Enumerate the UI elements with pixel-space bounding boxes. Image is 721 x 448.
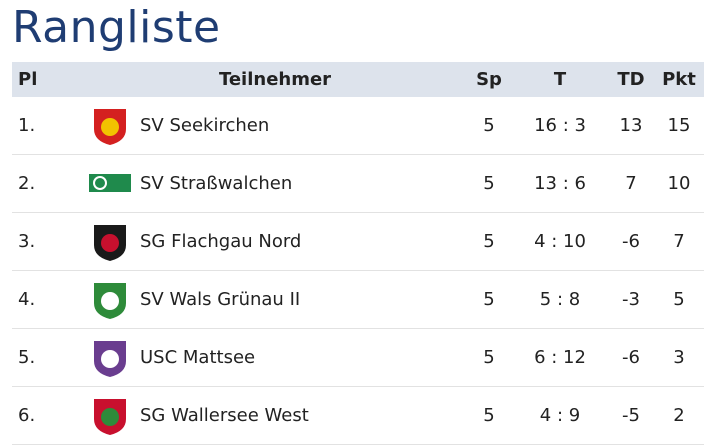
table-row: 1. SV Seekirchen 5 16 : 3 13 15 (12, 97, 704, 155)
table-cell: 6. (18, 405, 36, 426)
standings-table: Pl Teilnehmer Sp T TD Pkt 1. SV Seekirche… (12, 62, 704, 445)
table-row: 5. USC Mattsee 5 6 : 12 -6 3 (12, 329, 704, 387)
column-header: T (553, 69, 567, 90)
team-name: SG Wallersee West (140, 405, 309, 426)
logo-shape (101, 292, 119, 310)
table-cell: 15 (667, 115, 691, 136)
table-cell: -3 (622, 289, 640, 310)
team-logo (94, 341, 126, 377)
table-cell: 1. (18, 115, 36, 136)
logo-shape (93, 176, 107, 190)
logo-shape (101, 118, 119, 136)
table-row: 4. SV Wals Grünau II 5 5 : 8 -3 5 (12, 271, 704, 329)
table-cell: 5 (483, 231, 495, 252)
table-row: 3. SG Flachgau Nord 5 4 : 10 -6 7 (12, 213, 704, 271)
logo-shape (101, 350, 119, 368)
team-name: SV Wals Grünau II (140, 289, 301, 310)
table-cell: 3. (18, 231, 36, 252)
column-header: Pl (18, 69, 38, 90)
table-cell: 4. (18, 289, 36, 310)
table-cell: 5 (483, 405, 495, 426)
table-cell: 4 : 9 (539, 405, 581, 426)
team-name: SV Seekirchen (140, 115, 270, 136)
table-cell: 13 : 6 (534, 173, 586, 194)
table-cell: 7 (673, 231, 685, 252)
team-logo (94, 109, 126, 145)
table-cell: 5. (18, 347, 36, 368)
table-cell: 5 (483, 347, 495, 368)
table-cell: 7 (625, 173, 637, 194)
table-cell: 10 (667, 173, 691, 194)
table-cell: 5 (483, 173, 495, 194)
table-cell: 2. (18, 173, 36, 194)
table-row: 2. SV Straßwalchen 5 13 : 6 7 10 (12, 155, 704, 213)
team-name: SV Straßwalchen (140, 173, 293, 194)
logo-shape (101, 234, 119, 252)
team-name: SG Flachgau Nord (140, 231, 302, 252)
team-logo (94, 399, 126, 435)
column-header: Sp (476, 69, 502, 90)
team-logo (94, 283, 126, 319)
table-cell: 2 (673, 405, 685, 426)
table-cell: 5 (483, 115, 495, 136)
table-cell: 13 (619, 115, 643, 136)
column-header: TD (617, 69, 645, 90)
column-header: Teilnehmer (218, 69, 332, 90)
team-logo (89, 174, 131, 192)
column-header: Pkt (662, 69, 696, 90)
table-cell: 4 : 10 (534, 231, 586, 252)
table-cell: 5 (483, 289, 495, 310)
table-cell: -6 (622, 347, 640, 368)
team-logo (94, 225, 126, 261)
table-row: 6. SG Wallersee West 5 4 : 9 -5 2 (12, 387, 704, 445)
logo-shape (101, 408, 119, 426)
logo-shape (89, 174, 131, 192)
team-name: USC Mattsee (140, 347, 256, 368)
table-cell: 5 : 8 (539, 289, 581, 310)
table-cell: 6 : 12 (534, 347, 586, 368)
header-row: Pl Teilnehmer Sp T TD Pkt (12, 62, 704, 97)
page-title: Rangliste (12, 2, 221, 53)
table-cell: 3 (673, 347, 685, 368)
table-cell: -5 (622, 405, 640, 426)
table-cell: 16 : 3 (534, 115, 586, 136)
table-cell: -6 (622, 231, 640, 252)
table-cell: 5 (673, 289, 685, 310)
